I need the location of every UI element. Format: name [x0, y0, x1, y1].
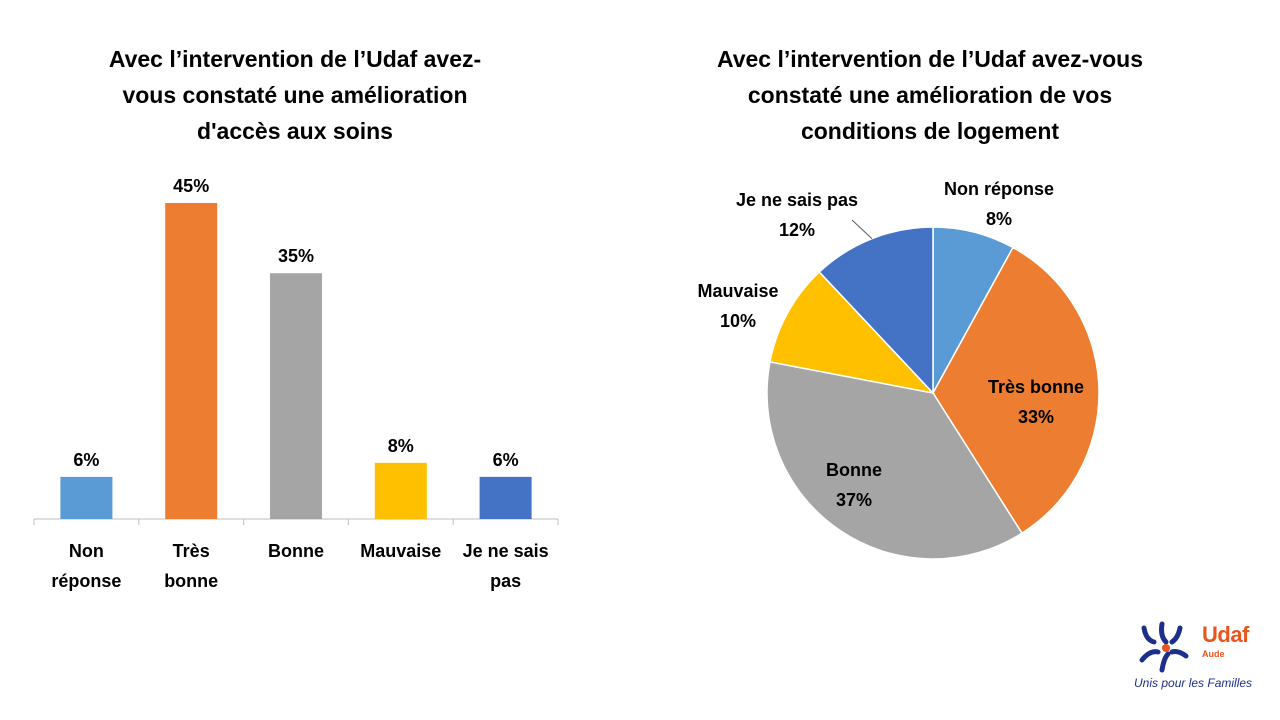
pie-slice [818, 226, 934, 395]
pie-data-label: 8% [986, 209, 1012, 229]
pie-data-label: 12% [779, 220, 815, 240]
udaf-logo-mark-icon [1139, 621, 1189, 673]
bar [270, 273, 322, 519]
pie-slice [766, 361, 1023, 560]
pie-title-line: Avec l’intervention de l’Udaf avez-vous [716, 46, 1144, 72]
udaf-logo-tagline: Unis pour les Familles [1134, 676, 1253, 690]
udaf-logo: Udaf Aude Unis pour les Familles [1130, 618, 1270, 708]
bar-category-label: réponse [51, 571, 121, 591]
bar [60, 476, 113, 519]
bar-title-line: vous constaté une amélioration [122, 82, 468, 108]
pie-category-label: Très bonne [988, 377, 1084, 397]
bar [479, 476, 532, 519]
pie-slice [932, 226, 1014, 394]
pie-data-label: 33% [1018, 407, 1054, 427]
pie-category-label: Je ne sais pas [736, 190, 858, 210]
bar-chart-title: Avec l’intervention de l’Udaf avez- vous… [80, 41, 510, 149]
pie-category-label: Bonne [826, 460, 882, 480]
pie-slice [932, 246, 1100, 535]
pie-title-line: conditions de logement [800, 118, 1060, 144]
bar-category-label: Bonne [268, 541, 324, 561]
bar-data-label: 6% [493, 450, 519, 470]
pie-leader-line [851, 219, 873, 240]
bar-category-label: Très [173, 541, 210, 561]
bar-data-label: 6% [73, 450, 99, 470]
bar-category-label: Je ne sais [463, 541, 549, 561]
pie-slice [769, 270, 936, 395]
bar-title-line: Avec l’intervention de l’Udaf avez- [108, 46, 482, 72]
bar [165, 203, 218, 519]
bar-data-label: 45% [173, 176, 209, 196]
udaf-logo-sub: Aude [1202, 649, 1225, 659]
bar-title-line: d'accès aux soins [197, 118, 393, 144]
bar [374, 462, 427, 519]
pie-data-label: 37% [836, 490, 872, 510]
pie-chart-title: Avec l’intervention de l’Udaf avez-vous … [680, 41, 1180, 149]
udaf-logo-word: Udaf [1202, 622, 1249, 647]
bar-data-label: 35% [278, 246, 314, 266]
pie-category-label: Mauvaise [697, 281, 778, 301]
bar-chart: 6% Non réponse 45% Très bonne 35% Bonne 8% Mauvai… [33, 176, 559, 591]
pie-category-label: Non réponse [944, 179, 1054, 199]
pie-data-label: 10% [720, 311, 756, 331]
bar-category-label: Mauvaise [360, 541, 441, 561]
pie-title-line: constaté une amélioration de vos [747, 82, 1113, 108]
bar-category-label: pas [490, 571, 521, 591]
bar-data-label: 8% [388, 436, 414, 456]
bar-category-label: Non [69, 541, 104, 561]
bar-category-label: bonne [164, 571, 218, 591]
